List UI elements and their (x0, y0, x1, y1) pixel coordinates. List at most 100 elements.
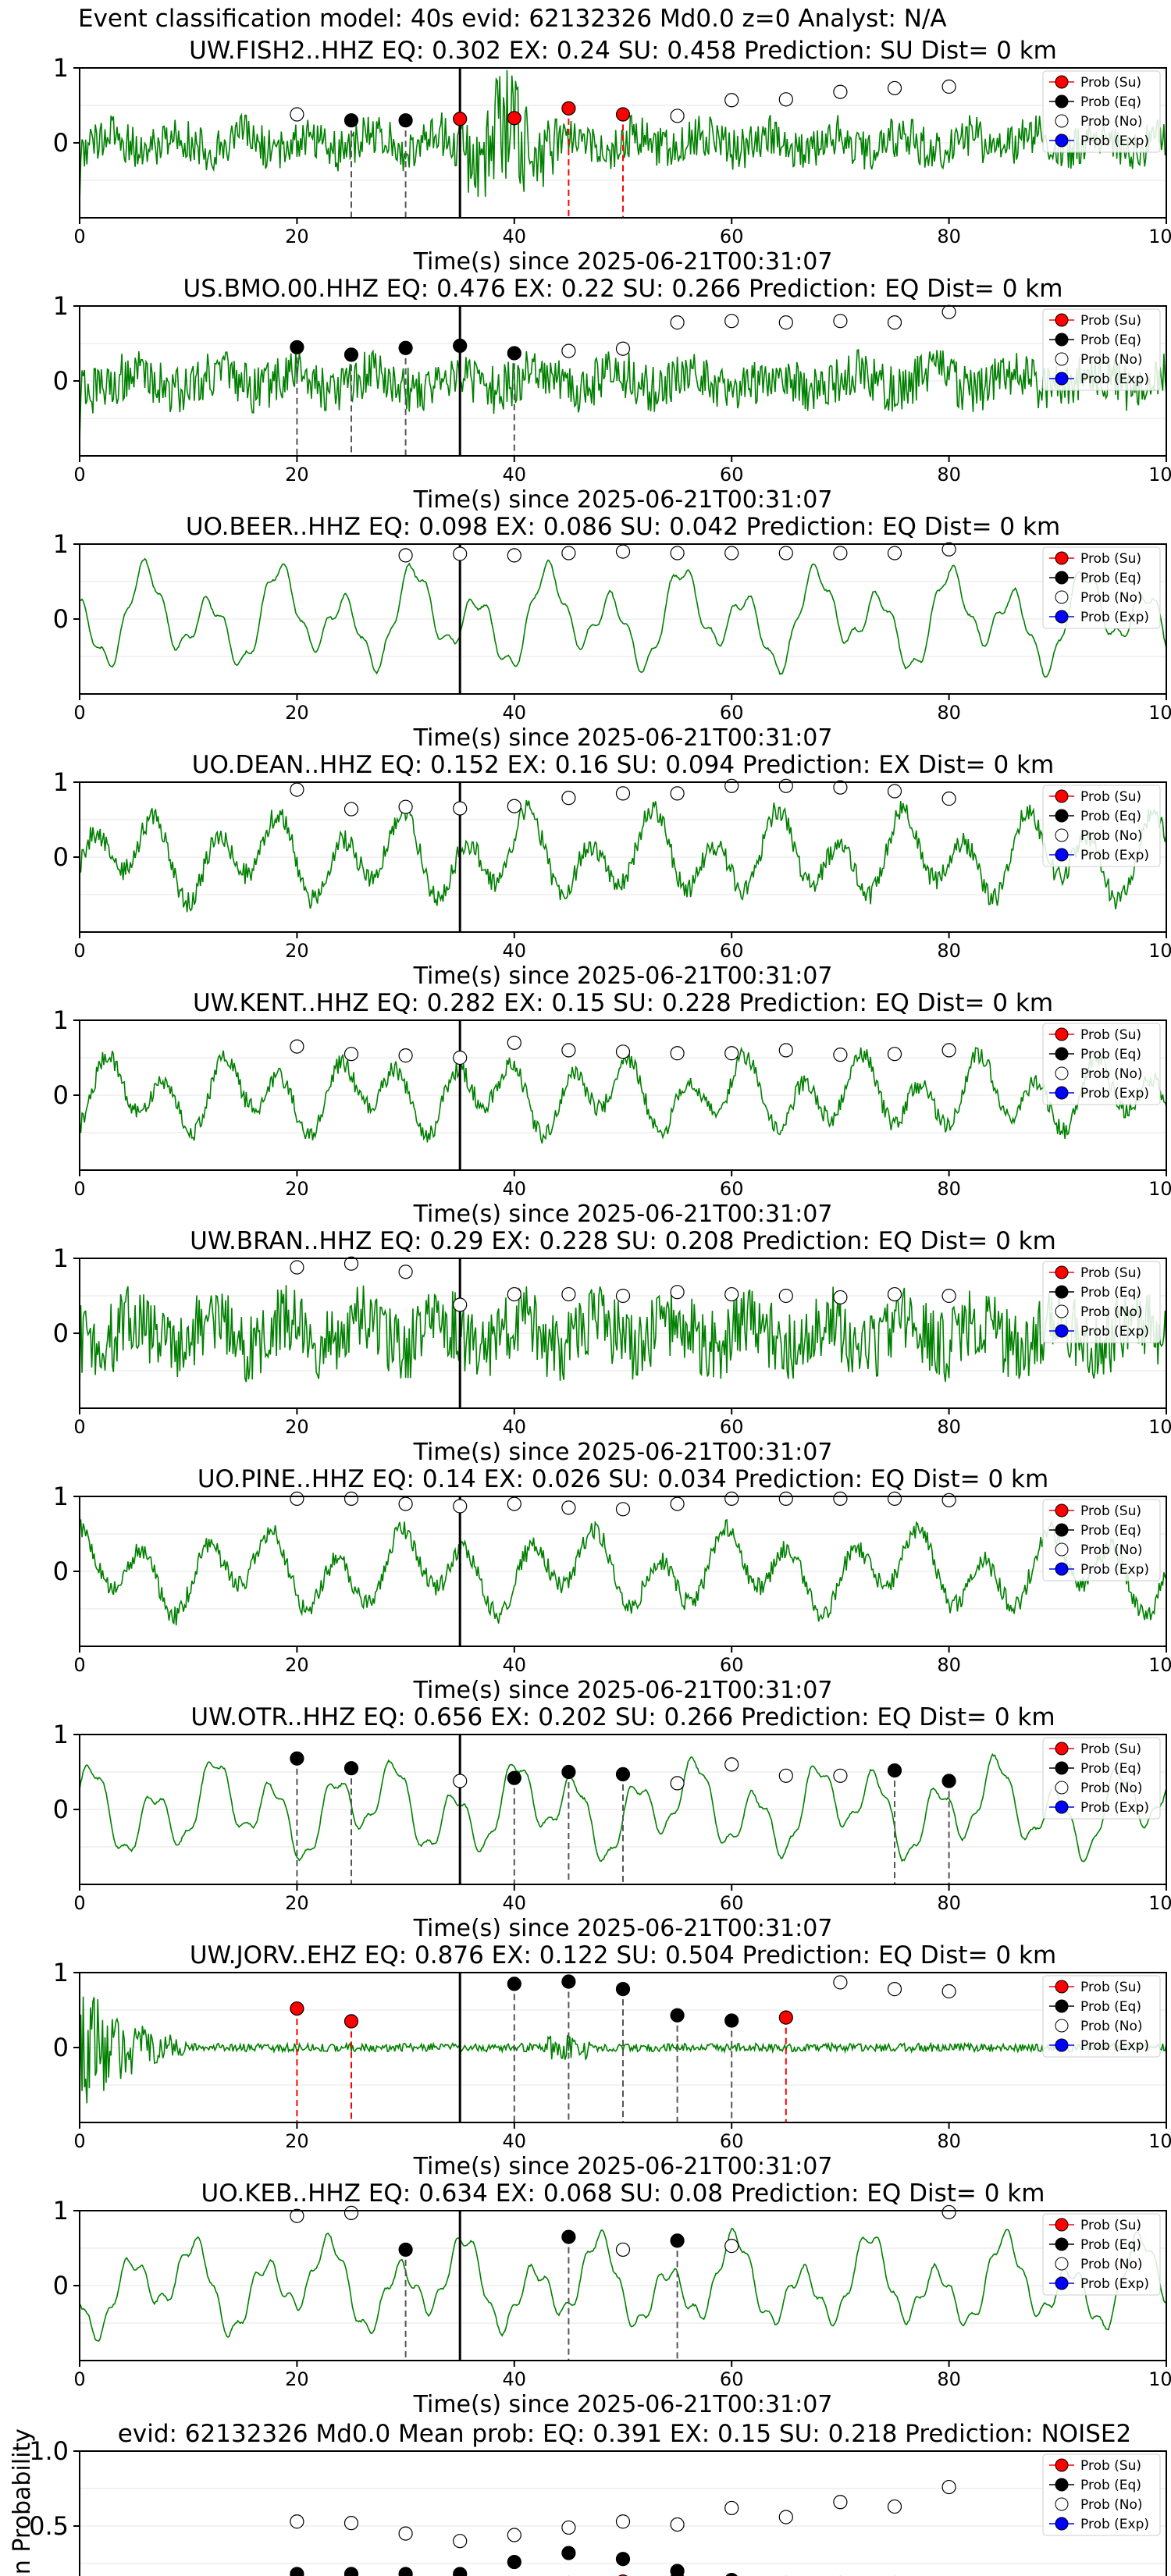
panel-title: UO.DEAN..HHZ EQ: 0.152 EX: 0.16 SU: 0.09… (192, 751, 1054, 779)
waveform-trace (80, 2228, 1166, 2342)
prob-point-eq (343, 1761, 359, 1776)
legend-marker-exp (1055, 1086, 1069, 1100)
legend-label-exp: Prob (Exp) (1080, 1086, 1149, 1101)
legend-label-no: Prob (No) (1080, 2257, 1143, 2272)
legend-label-su: Prob (Su) (1080, 789, 1141, 805)
prob-point-eq (941, 1774, 956, 1788)
x-tick-label: 0 (73, 226, 85, 247)
legend-box (1042, 2213, 1161, 2296)
legend-box (1042, 1975, 1161, 2058)
y-tick-label: 1 (53, 1958, 69, 1987)
y-tick-label: 1 (53, 767, 69, 797)
x-tick-label: 60 (720, 2130, 744, 2152)
prob-point-no (343, 802, 359, 817)
prob-point-no (833, 1491, 848, 1506)
legend-marker-eq (1055, 2237, 1069, 2251)
x-tick-label: 100 (1148, 1654, 1171, 1676)
prob-point-no (561, 1043, 576, 1058)
prob-point-su (343, 2014, 359, 2029)
legend-marker-su (1055, 789, 1069, 803)
x-tick-label: 60 (720, 1654, 744, 1676)
x-tick-label: 60 (720, 940, 744, 962)
panel-8: UW.OTR..HHZ EQ: 0.656 EX: 0.202 SU: 0.26… (53, 1703, 1171, 1942)
mean-point-no (507, 2528, 521, 2542)
prob-point-no (561, 546, 576, 560)
x-axis-label: Time(s) since 2025-06-21T00:31:07 (413, 1677, 833, 1704)
panel-title: US.BMO.00.HHZ EQ: 0.476 EX: 0.22 SU: 0.2… (183, 275, 1063, 303)
prob-point-su (507, 111, 521, 126)
prob-point-no (887, 1491, 902, 1506)
legend-label-no: Prob (No) (1080, 1304, 1143, 1320)
legend-label-eq: Prob (Eq) (1080, 571, 1141, 586)
x-tick-label: 80 (937, 464, 961, 486)
y-tick-label: 0 (53, 2033, 69, 2062)
prob-point-no (615, 2242, 631, 2258)
legend-label-no: Prob (No) (1080, 352, 1143, 368)
x-tick-label: 60 (720, 464, 744, 486)
prob-point-no (724, 93, 739, 108)
prob-point-no (887, 546, 902, 560)
waveform-trace (80, 1046, 1166, 1144)
mean-point-eq (615, 2552, 631, 2567)
y-tick-label: 1 (53, 529, 69, 559)
prob-point-no (343, 1491, 359, 1506)
x-tick-label: 20 (285, 1178, 309, 1200)
waveform-trace (80, 348, 1166, 441)
prob-point-no (398, 1265, 413, 1279)
legend-label-eq: Prob (Eq) (1080, 1999, 1141, 2015)
prob-point-no (670, 786, 685, 801)
prob-point-eq (670, 2008, 685, 2023)
legend-marker-no (1055, 590, 1069, 604)
x-tick-label: 0 (73, 2130, 85, 2152)
legend-marker-exp (1055, 848, 1069, 862)
legend-label-exp: Prob (Exp) (1080, 2276, 1149, 2292)
legend-marker-su (1055, 313, 1069, 327)
legend-marker-no (1055, 1542, 1069, 1557)
legend-box (1042, 70, 1161, 153)
y-tick-label: 0 (53, 1557, 69, 1586)
x-tick-label: 20 (285, 1654, 309, 1676)
prob-point-no (453, 1297, 468, 1312)
prob-point-no (941, 1984, 956, 1999)
prob-point-no (833, 1290, 848, 1305)
legend-label-su: Prob (Su) (1080, 1027, 1141, 1043)
prob-point-no (670, 315, 685, 330)
prob-point-no (615, 1288, 631, 1304)
prob-point-no (507, 1035, 521, 1050)
legend-marker-eq (1055, 1285, 1069, 1299)
legend-marker-exp (1055, 2276, 1069, 2290)
panel-6: UW.BRAN..HHZ EQ: 0.29 EX: 0.228 SU: 0.20… (53, 1227, 1171, 1466)
legend-marker-eq (1055, 571, 1069, 585)
legend-label-eq: Prob (Eq) (1080, 2478, 1141, 2493)
mean-point-no (290, 2514, 304, 2529)
x-tick-label: 40 (503, 1892, 527, 1914)
prob-point-eq (290, 340, 304, 354)
x-tick-label: 80 (937, 2368, 961, 2390)
x-tick-label: 40 (503, 2368, 527, 2390)
mean-point-no (343, 2516, 359, 2531)
y-tick-label: 0 (53, 1318, 69, 1348)
x-tick-label: 60 (720, 2368, 744, 2390)
legend-marker-su (1055, 2458, 1069, 2472)
x-tick-label: 100 (1148, 1892, 1171, 1914)
prob-point-no (615, 341, 631, 356)
legend-label-no: Prob (No) (1080, 2019, 1143, 2034)
panel-7: UO.PINE..HHZ EQ: 0.14 EX: 0.026 SU: 0.03… (53, 1465, 1171, 1704)
legend-label-no: Prob (No) (1080, 1066, 1143, 1082)
prob-point-no (833, 1975, 848, 1990)
x-tick-label: 100 (1148, 1178, 1171, 1200)
prob-point-no (343, 1047, 359, 1062)
prob-point-eq (453, 338, 468, 353)
x-tick-label: 20 (285, 226, 309, 247)
legend-marker-no (1055, 2019, 1069, 2033)
x-tick-label: 60 (720, 1416, 744, 1438)
prob-point-eq (615, 1982, 631, 1997)
prob-point-no (724, 778, 739, 793)
prob-point-no (941, 1288, 956, 1304)
x-tick-label: 0 (73, 1416, 85, 1438)
legend-label-exp: Prob (Exp) (1080, 1562, 1149, 1578)
mean-point-no (453, 2534, 468, 2549)
prob-point-eq (670, 2233, 685, 2248)
legend-marker-no (1055, 352, 1069, 366)
prob-point-no (941, 304, 956, 319)
